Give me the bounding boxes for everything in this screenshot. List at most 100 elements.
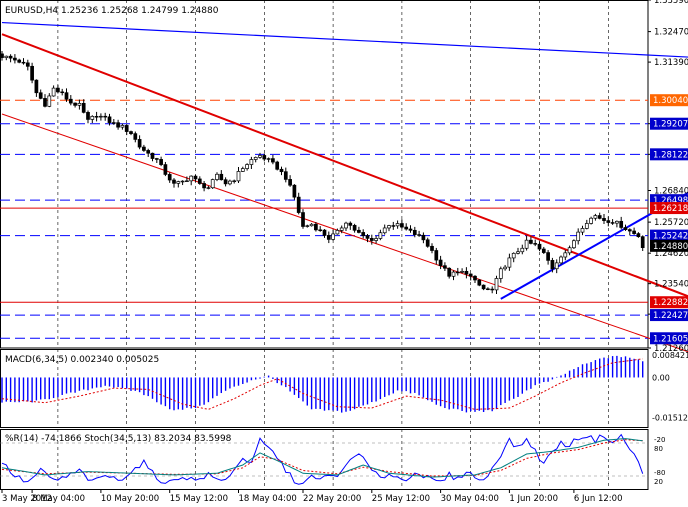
- candle-body: [296, 196, 301, 213]
- candle-body: [636, 233, 641, 238]
- candle-body: [408, 228, 413, 231]
- price-marker-box: [650, 229, 688, 242]
- candle-body: [623, 227, 628, 230]
- horizontal-levels: [0, 99, 648, 339]
- oscillator-tick-label: 80: [654, 445, 663, 453]
- candle-body: [602, 218, 606, 221]
- candle-body: [86, 112, 90, 120]
- candle-body: [283, 171, 288, 180]
- price-marker-box: [650, 239, 688, 252]
- candle-body: [529, 239, 533, 244]
- candle-body: [546, 252, 550, 261]
- oscillator-tick-label: -20: [654, 436, 665, 444]
- candle-body: [572, 240, 576, 249]
- candle-body: [516, 251, 520, 254]
- candle-body: [494, 278, 499, 291]
- macd-label: MACD(6,34,5) 0.002340 0.005025: [5, 355, 159, 365]
- symbol-header: EURUSD,H4 1.25236 1.25268 1.24799 1.2488…: [5, 6, 219, 16]
- candle-body: [593, 215, 598, 219]
- price-marker-box: [650, 309, 688, 322]
- macd-tick-label: -0.015121: [652, 414, 688, 423]
- candle-body: [292, 184, 297, 198]
- candle-body: [524, 239, 529, 249]
- candle-body: [344, 222, 348, 229]
- candle-body: [520, 247, 525, 253]
- time-tick-label: 30 May 04:00: [441, 494, 499, 503]
- price-marker-box: [650, 332, 688, 345]
- time-tick-label: 25 May 12:00: [372, 494, 430, 503]
- candle-body: [245, 164, 249, 169]
- candle-body: [30, 65, 34, 81]
- candle-body: [563, 252, 568, 258]
- candle-body: [133, 133, 138, 140]
- candle-body: [576, 231, 581, 242]
- time-tick-label: 3 May 2012: [2, 494, 52, 503]
- price-marker-label: 1.26498: [653, 196, 688, 206]
- candle-body: [215, 173, 219, 180]
- candle-body: [412, 229, 417, 235]
- candle-body: [240, 168, 245, 172]
- candle-body: [47, 95, 52, 107]
- candle-body: [632, 230, 636, 234]
- candle-body: [640, 236, 645, 249]
- candle-body: [43, 98, 47, 107]
- candle-body: [335, 230, 340, 235]
- candle-body: [197, 178, 202, 184]
- price-candles: [0, 51, 645, 295]
- candle-body: [382, 227, 387, 234]
- candle-body: [404, 226, 409, 230]
- time-tick-label: 18 May 04:00: [239, 494, 297, 503]
- candle-body: [189, 175, 194, 182]
- candle-body: [400, 223, 404, 228]
- candle-body: [455, 271, 460, 274]
- candle-body: [610, 222, 615, 224]
- candle-body: [258, 155, 262, 158]
- macd-tick-label: 0.00: [652, 373, 670, 382]
- candle-body: [606, 220, 611, 223]
- candle-body: [129, 131, 133, 134]
- candle-body: [348, 222, 353, 226]
- candle-body: [507, 257, 512, 268]
- candle-body: [146, 150, 151, 154]
- candle-body: [219, 173, 224, 181]
- candle-body: [81, 103, 86, 113]
- price-marker-label: 1.25242: [653, 232, 688, 242]
- candle-body: [464, 270, 469, 275]
- red-channel-upper: [1, 33, 688, 298]
- time-tick-label: 6 Jun 12:00: [574, 494, 623, 503]
- candle-body: [107, 116, 112, 123]
- candle-body: [266, 158, 271, 160]
- oscillator-tick-label: -80: [654, 469, 665, 477]
- candle-body: [73, 102, 77, 106]
- candle-body: [176, 181, 181, 184]
- candle-body: [56, 87, 60, 93]
- candle-body: [438, 259, 443, 267]
- candle-body: [597, 215, 602, 219]
- candle-body: [17, 59, 22, 63]
- candle-body: [8, 55, 13, 59]
- macd-tick-label: 0.008421: [652, 351, 688, 360]
- price-marker-label: 1.22882: [653, 298, 688, 308]
- williams-r-line: [1, 433, 644, 485]
- price-marker-box: [650, 148, 688, 161]
- candle-body: [172, 179, 176, 184]
- candle-body: [511, 252, 516, 259]
- candle-body: [167, 174, 172, 181]
- candle-body: [301, 212, 305, 227]
- candle-body: [223, 179, 228, 185]
- candle-body: [0, 53, 4, 58]
- candle-body: [369, 238, 374, 241]
- candle-body: [541, 248, 546, 253]
- candle-body: [339, 227, 344, 231]
- price-marker-box: [650, 117, 688, 130]
- candle-body: [486, 288, 490, 290]
- price-tick-label: 1.25720: [654, 218, 688, 228]
- candle-body: [90, 116, 95, 120]
- candle-body: [249, 159, 254, 165]
- candle-body: [13, 57, 17, 61]
- candle-body: [206, 187, 211, 189]
- candle-body: [550, 260, 555, 270]
- candle-body: [288, 179, 292, 186]
- oscillator-label: %R(14) -74.1866 Stoch(34,5,13) 83.2034 8…: [5, 434, 232, 444]
